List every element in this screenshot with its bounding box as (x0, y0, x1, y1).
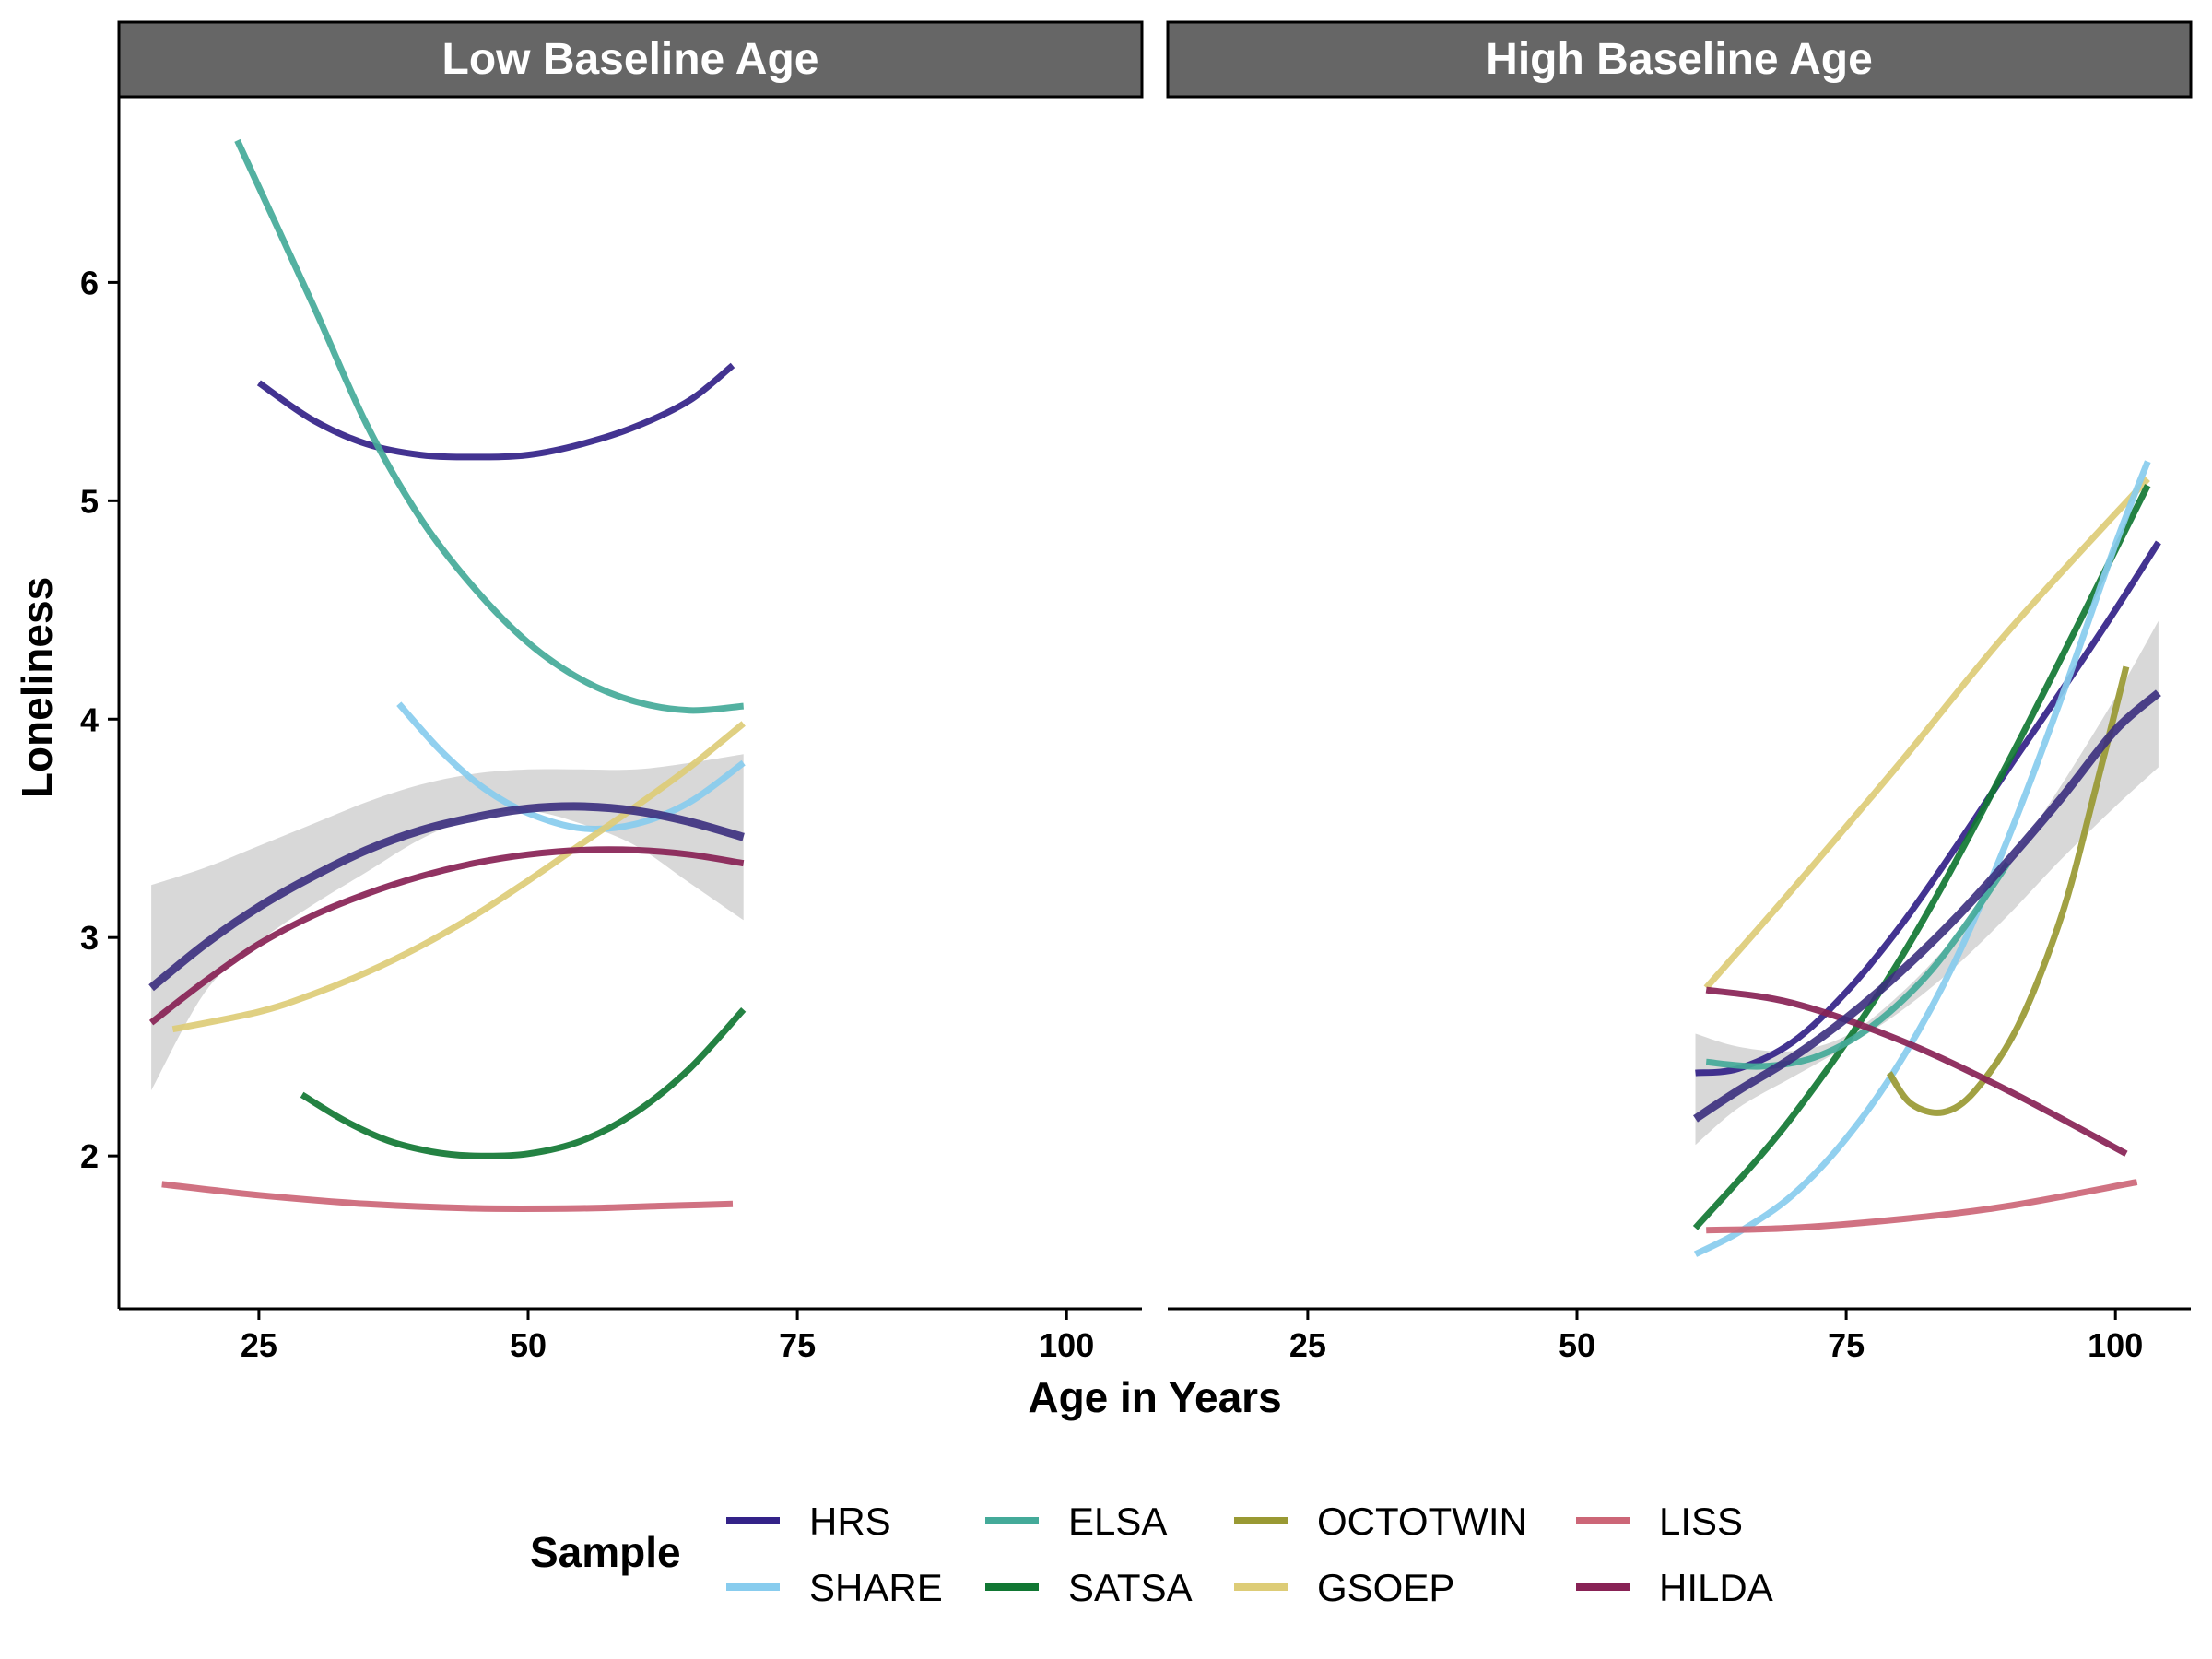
facet-strip-low: Low Baseline Age (117, 20, 1144, 99)
series-line-elsa (234, 138, 745, 714)
panel-low-baseline-age: 25 50 75 100 2 3 4 5 6 (80, 97, 1142, 1364)
x-tick-label: 50 (510, 1326, 547, 1364)
series-line-satsa (1692, 484, 2151, 1230)
legend-label: SATSA (1068, 1566, 1193, 1609)
y-tick-label: 2 (80, 1137, 99, 1175)
legend-label: SHARE (809, 1566, 943, 1609)
facet-title-low: Low Baseline Age (442, 35, 819, 84)
pooled-trend-line (1693, 689, 2161, 1123)
legend-item-hrs: HRS (726, 1500, 891, 1543)
series-line-octotwin (1886, 665, 2130, 1116)
x-tick-label: 75 (1828, 1326, 1865, 1364)
pooled-trend-line (148, 802, 745, 992)
legend-item-satsa: SATSA (985, 1566, 1193, 1609)
series-line-hilda (148, 846, 745, 1026)
legend-title: Sample (530, 1528, 681, 1576)
y-tick-label: 6 (80, 264, 99, 301)
legend: Sample HRS SHARE ELSA SATSA OCTOTWIN GSOEP LIS… (530, 1500, 1773, 1609)
legend-item-elsa: ELSA (985, 1500, 1167, 1543)
legend-item-share: SHARE (726, 1566, 943, 1609)
y-tick-label: 3 (80, 919, 99, 957)
legend-item-gsoep: GSOEP (1234, 1566, 1454, 1609)
x-tick-label: 100 (2088, 1326, 2143, 1364)
x-tick-label: 75 (779, 1326, 816, 1364)
legend-label: HILDA (1659, 1566, 1773, 1609)
series-line-satsa (300, 1007, 747, 1159)
facet-strip-high: High Baseline Age (1166, 20, 2193, 99)
legend-label: HRS (809, 1500, 891, 1543)
confidence-ribbon (151, 754, 744, 1091)
x-axis-title: Age in Years (1028, 1373, 1281, 1421)
y-axis-title: Loneliness (13, 577, 61, 798)
panel-high-baseline-age: 25 50 75 100 (1168, 460, 2191, 1364)
legend-label: ELSA (1068, 1500, 1167, 1543)
x-tick-label: 50 (1559, 1326, 1595, 1364)
series-line-share (1693, 460, 2151, 1257)
legend-item-hilda: HILDA (1576, 1566, 1773, 1609)
series-line-liss (161, 1181, 734, 1212)
x-tick-label: 25 (241, 1326, 277, 1364)
series-line-liss (1706, 1179, 2138, 1234)
legend-label: LISS (1659, 1500, 1743, 1543)
x-tick-label: 25 (1289, 1326, 1326, 1364)
series-line-hrs (1695, 540, 2161, 1077)
y-tick-label: 4 (80, 700, 99, 738)
x-tick-label: 100 (1039, 1326, 1094, 1364)
y-tick-label: 5 (80, 482, 99, 520)
series-line-hilda (1705, 986, 2128, 1157)
series-line-gsoep (1703, 477, 2150, 991)
legend-label: GSOEP (1317, 1566, 1454, 1609)
series-line-gsoep (171, 721, 746, 1033)
series-line-hrs (256, 362, 735, 461)
legend-label: OCTOTWIN (1317, 1500, 1527, 1543)
legend-item-octotwin: OCTOTWIN (1234, 1500, 1527, 1543)
series-line-share (396, 701, 746, 832)
facet-title-high: High Baseline Age (1486, 35, 1873, 84)
legend-item-liss: LISS (1576, 1500, 1743, 1543)
